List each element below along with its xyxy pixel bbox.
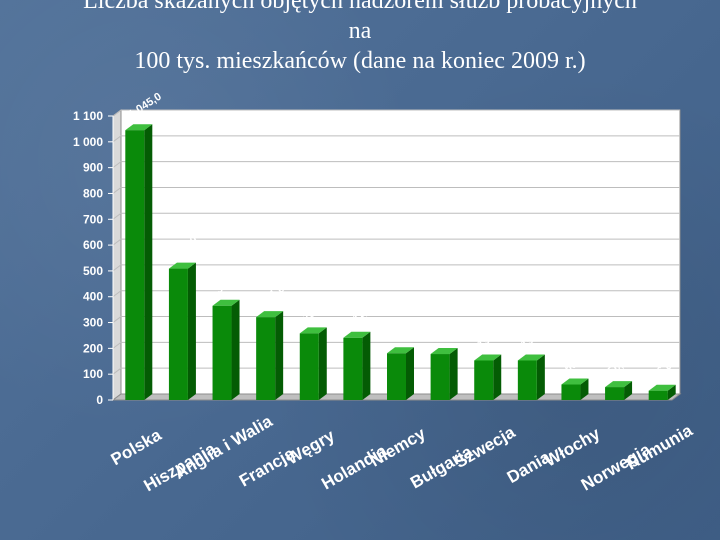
y-tick-label: 300 xyxy=(83,316,103,330)
bar-front xyxy=(474,360,494,400)
bar-top xyxy=(430,348,458,355)
bar-front xyxy=(430,354,450,400)
title-line-1: Liczba skazanych objętych nadzorem służb… xyxy=(83,0,637,14)
title-line-2: na xyxy=(348,18,372,44)
bar xyxy=(256,311,284,400)
category-label: Włochy xyxy=(541,424,603,471)
gridlines xyxy=(112,109,680,375)
bar-front xyxy=(168,268,188,400)
bar-front xyxy=(256,317,276,400)
y-tick-label: 400 xyxy=(83,290,103,304)
title-line-3: 100 tys. mieszkańców (dane na koniec 200… xyxy=(134,48,586,74)
y-tick-label: 500 xyxy=(83,264,103,278)
gridline xyxy=(112,212,680,220)
side-wall xyxy=(112,109,122,401)
y-tick-label: 0 xyxy=(96,393,103,407)
bar-side xyxy=(318,327,327,400)
bar-side xyxy=(667,384,676,400)
bar-side xyxy=(275,311,284,400)
gridline xyxy=(112,264,680,272)
bar-front xyxy=(517,360,537,400)
bar xyxy=(212,299,240,400)
bar-side xyxy=(231,299,240,400)
gridline xyxy=(112,238,680,246)
bar-side xyxy=(362,331,371,400)
bar-front xyxy=(212,305,232,400)
y-tick-label: 600 xyxy=(83,238,103,252)
bar xyxy=(561,378,589,400)
bar-front xyxy=(561,384,581,400)
bar-side xyxy=(187,262,196,400)
gridline xyxy=(112,135,680,143)
y-axis-ticks: 0 100 200 300 400 500 600 700 800 900 1 000 1 100 xyxy=(73,109,114,407)
y-tick-label: 200 xyxy=(83,341,103,355)
bars xyxy=(125,124,676,400)
gridline xyxy=(112,341,680,349)
gridline xyxy=(112,316,680,323)
bar-side xyxy=(406,347,414,400)
bar xyxy=(168,262,196,400)
bar-top xyxy=(648,384,676,391)
bar-top xyxy=(343,331,371,338)
bar-front xyxy=(125,130,145,400)
bar-top xyxy=(299,327,327,334)
y-tick-label: 800 xyxy=(83,186,103,200)
bar-top xyxy=(212,299,240,306)
bar xyxy=(430,348,458,400)
gridline xyxy=(112,161,680,169)
bar-front xyxy=(299,333,319,400)
bar-front xyxy=(343,337,363,400)
bar xyxy=(605,381,633,400)
bar-top xyxy=(168,262,196,269)
bar-top xyxy=(125,124,153,131)
bar xyxy=(125,124,153,400)
bar-front xyxy=(648,390,668,400)
y-tick-label: 1 100 xyxy=(73,109,103,123)
bar-top xyxy=(517,354,545,361)
bar-side xyxy=(493,354,502,400)
category-label: Polska xyxy=(108,425,165,469)
gridline xyxy=(112,290,680,298)
y-tick-label: 100 xyxy=(83,367,103,381)
bar-front xyxy=(387,353,406,400)
gridline xyxy=(112,186,680,194)
bar xyxy=(343,331,371,400)
bar-top xyxy=(256,311,284,318)
bar-side xyxy=(624,381,633,400)
bar-top xyxy=(474,354,502,361)
bar-front xyxy=(605,387,625,400)
bar-side xyxy=(144,124,153,400)
bar-top xyxy=(387,347,414,354)
slide-title: Liczba skazanych objętych nadzorem służb… xyxy=(0,0,720,76)
y-tick-label: 1 000 xyxy=(73,135,103,149)
y-tick-label: 700 xyxy=(83,212,103,226)
bar-side xyxy=(580,378,589,400)
y-tick-label: 900 xyxy=(83,161,103,175)
bar xyxy=(387,347,414,400)
bar-side xyxy=(449,348,458,400)
bar xyxy=(299,327,327,400)
bar xyxy=(474,354,502,400)
bar-top xyxy=(605,381,633,388)
bar-side xyxy=(536,354,545,400)
category-label: Węgry xyxy=(283,426,338,469)
bar xyxy=(517,354,545,400)
gridline xyxy=(112,109,680,117)
bar xyxy=(648,384,676,400)
bar-top xyxy=(561,378,589,385)
